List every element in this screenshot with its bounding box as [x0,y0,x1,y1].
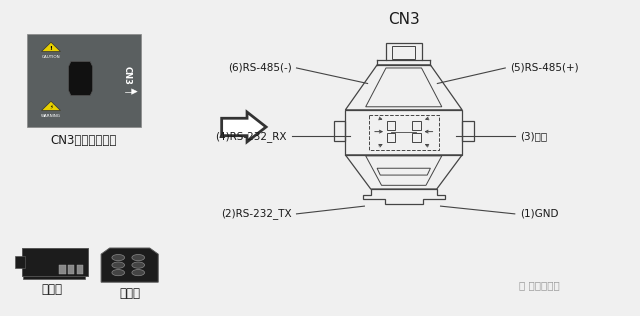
Text: CAUTION: CAUTION [42,55,60,59]
Text: (6)RS-485(-): (6)RS-485(-) [228,63,291,73]
Polygon shape [101,248,158,282]
Circle shape [112,262,125,268]
Text: (1)GND: (1)GND [520,209,558,219]
Text: CN3: CN3 [388,12,420,27]
Text: 侧面图: 侧面图 [41,283,62,296]
Text: CN3连接器（母）: CN3连接器（母） [50,134,116,148]
Bar [387,133,396,142]
Bar [15,256,25,268]
Polygon shape [132,89,137,94]
Circle shape [132,270,145,276]
Text: 背面图: 背面图 [119,287,140,300]
Polygon shape [22,248,88,276]
Text: (2)RS-232_TX: (2)RS-232_TX [221,209,291,219]
Circle shape [112,270,125,276]
Text: ⚡: ⚡ [49,105,53,110]
Polygon shape [42,101,61,111]
Text: (5)RS-485(+): (5)RS-485(+) [510,63,579,73]
Bar [68,264,74,274]
Text: (3)保留: (3)保留 [520,131,547,141]
Bar [60,264,65,274]
Bar [412,121,421,130]
Polygon shape [221,112,266,142]
Bar [23,276,84,279]
Text: CN3: CN3 [123,66,132,85]
Circle shape [132,254,145,261]
Polygon shape [42,42,61,52]
Circle shape [112,254,125,261]
Bar [412,133,421,142]
Polygon shape [68,61,93,96]
Bar [77,264,83,274]
Text: (4)RS-232_RX: (4)RS-232_RX [216,131,287,142]
Bar [27,34,141,127]
Bar [387,121,396,130]
Text: 📡 产业智能官: 📡 产业智能官 [518,280,559,290]
Text: WARNING: WARNING [41,114,61,118]
Text: !: ! [49,46,52,51]
Circle shape [132,262,145,268]
